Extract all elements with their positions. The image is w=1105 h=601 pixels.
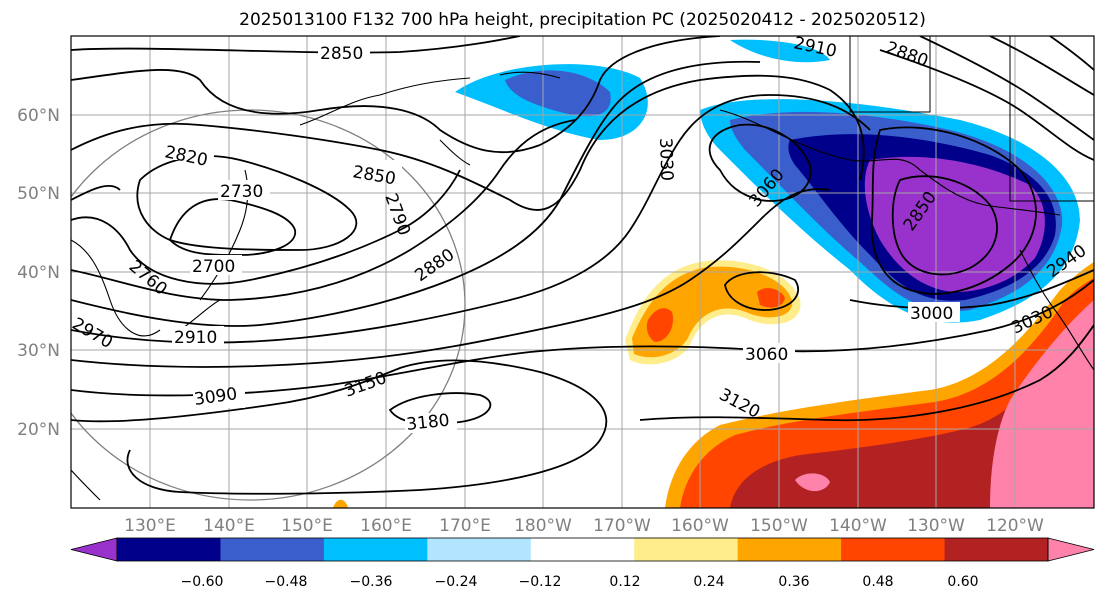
contour-label: 2910 bbox=[174, 328, 217, 348]
lon-tick-label: 160°W bbox=[671, 516, 729, 536]
colorbar-tick-label: −0.48 bbox=[265, 574, 308, 590]
lat-tick-label: 20°N bbox=[17, 420, 60, 440]
colorbar-tick-label: −0.24 bbox=[435, 574, 478, 590]
colorbar-segment bbox=[427, 538, 532, 561]
region-outline bbox=[71, 109, 466, 501]
inset-boxes bbox=[849, 36, 1094, 202]
contour-label: 2700 bbox=[192, 257, 235, 277]
colorbar-segment bbox=[117, 538, 221, 561]
height-contours bbox=[71, 36, 1094, 495]
colorbar-extend-min bbox=[70, 537, 118, 562]
colorbar-tick-label: 0.24 bbox=[693, 574, 724, 590]
colorbar-segment bbox=[944, 538, 1049, 561]
lat-tick-label: 60°N bbox=[17, 106, 60, 126]
contour-label: 2850 bbox=[320, 44, 363, 64]
lat-axis: 60°N 50°N 40°N 30°N 20°N bbox=[17, 106, 60, 440]
colorbar-frame bbox=[116, 537, 1049, 562]
lon-axis: 130°E 140°E 150°E 160°E 170°E 180°W 170°… bbox=[124, 516, 1044, 536]
colorbar bbox=[70, 537, 1095, 562]
contour-label: 2730 bbox=[220, 182, 263, 202]
lon-tick-label: 150°W bbox=[750, 516, 808, 536]
lon-tick-label: 130°E bbox=[124, 516, 176, 536]
map-border bbox=[70, 35, 1095, 509]
colorbar-tick-label: 0.36 bbox=[778, 574, 809, 590]
precip-shading bbox=[333, 39, 1094, 508]
lon-tick-label: 130°W bbox=[907, 516, 965, 536]
lat-tick-label: 30°N bbox=[17, 341, 60, 361]
colorbar-tick-label: −0.60 bbox=[181, 574, 224, 590]
contour-label: 3030 bbox=[655, 137, 676, 181]
colorbar-segment bbox=[634, 538, 739, 561]
lat-tick-label: 40°N bbox=[17, 263, 60, 283]
precip-negative-nw-core bbox=[505, 70, 611, 117]
colorbar-tick-label: −0.12 bbox=[519, 574, 562, 590]
colorbar-segment bbox=[220, 538, 325, 561]
lon-tick-label: 160°E bbox=[360, 516, 412, 536]
colorbar-tick-label: 0.12 bbox=[609, 574, 640, 590]
colorbar-extend-max bbox=[1047, 537, 1095, 562]
figure-title: 2025013100 F132 700 hPa height, precipit… bbox=[239, 10, 926, 30]
lon-tick-label: 140°E bbox=[203, 516, 255, 536]
contour-label: 3060 bbox=[745, 345, 788, 365]
lon-tick-label: 180°W bbox=[514, 516, 572, 536]
colorbar-tick-label: 0.60 bbox=[947, 574, 978, 590]
colorbar-tick-label: 0.48 bbox=[862, 574, 893, 590]
colorbar-tick-label: −0.36 bbox=[350, 574, 393, 590]
lon-tick-label: 140°W bbox=[829, 516, 887, 536]
colorbar-segment bbox=[737, 538, 842, 561]
contour-label: 3180 bbox=[405, 411, 450, 435]
lat-tick-label: 50°N bbox=[17, 184, 60, 204]
lon-tick-label: 120°W bbox=[986, 516, 1044, 536]
lon-tick-label: 170°W bbox=[593, 516, 651, 536]
lon-tick-label: 170°E bbox=[439, 516, 491, 536]
lon-tick-label: 150°E bbox=[281, 516, 333, 536]
colorbar-labels: −0.60 −0.48 −0.36 −0.24 −0.12 0.12 0.24 … bbox=[181, 574, 979, 590]
colorbar-segment bbox=[323, 538, 428, 561]
colorbar-segment bbox=[530, 538, 635, 561]
colorbar-segment bbox=[841, 538, 946, 561]
contour-label: 3000 bbox=[910, 304, 953, 324]
